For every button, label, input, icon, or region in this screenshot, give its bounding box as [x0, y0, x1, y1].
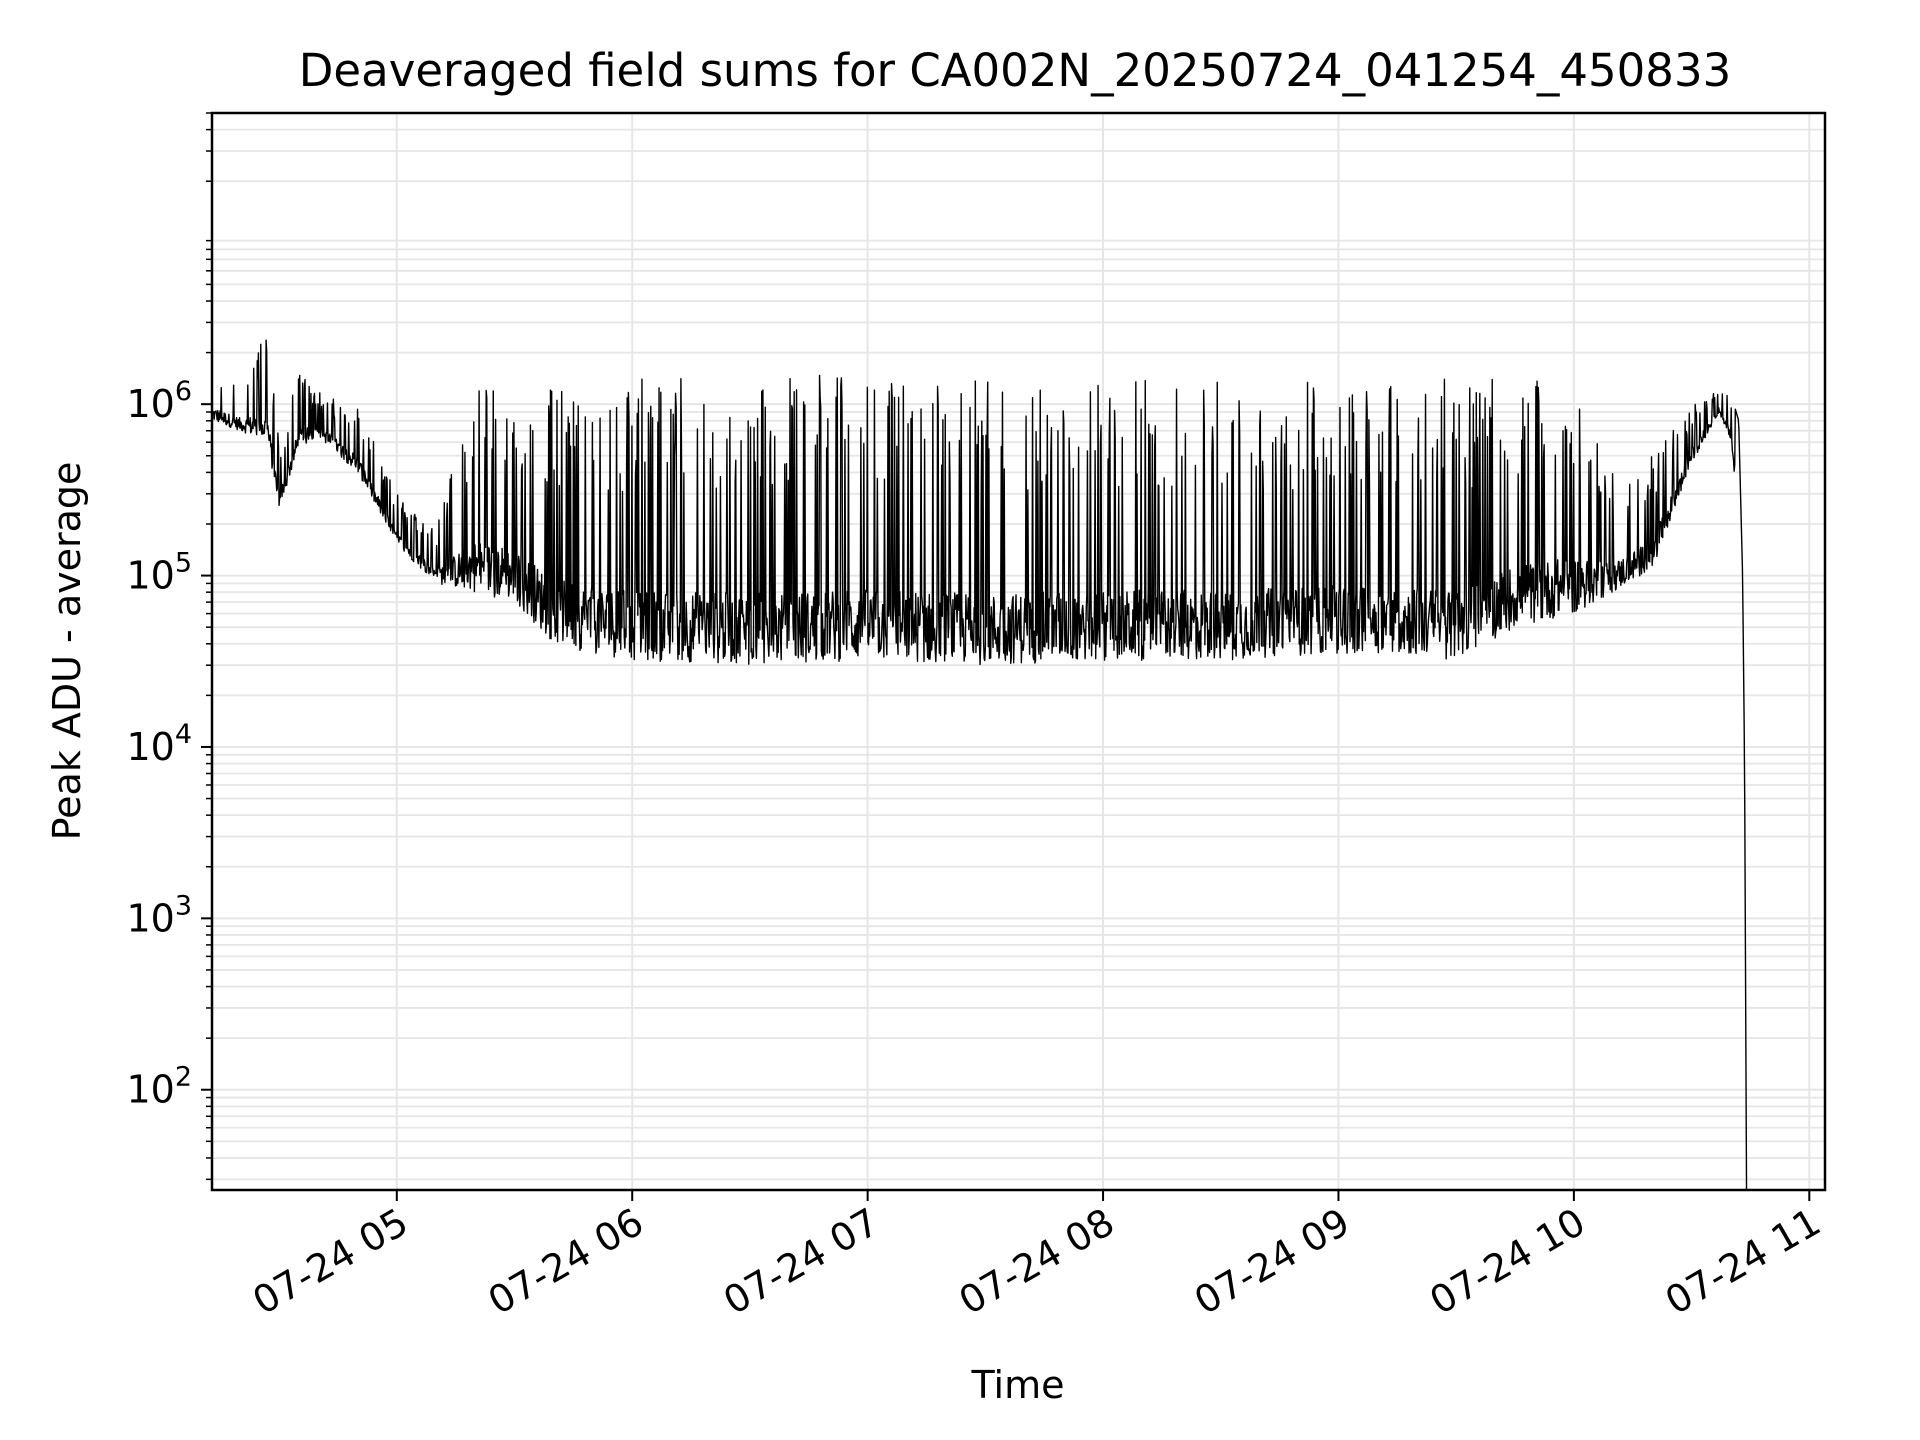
series-line — [212, 339, 1748, 1190]
chart-title: Deaveraged field sums for CA002N_2025072… — [299, 44, 1731, 97]
x-axis-label: Time — [971, 1363, 1065, 1407]
y-tick-label: 102 — [126, 1062, 192, 1112]
y-tick-label: 103 — [126, 890, 192, 940]
grid — [212, 112, 1825, 1190]
plot-frame — [210, 111, 1827, 1192]
y-tick-label: 106 — [126, 376, 192, 426]
y-axis-label: Peak ADU - average — [45, 462, 89, 841]
y-tick-label: 104 — [126, 719, 192, 769]
series-line-group — [212, 339, 1748, 1190]
y-axis: 102 103 104 105 106 — [126, 112, 212, 1181]
y-tick-label: 105 — [126, 548, 192, 598]
